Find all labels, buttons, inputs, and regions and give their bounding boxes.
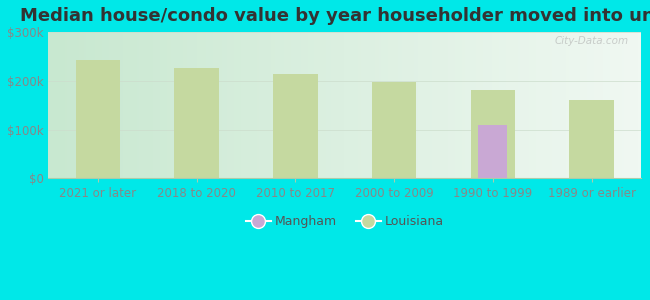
Bar xyxy=(471,90,515,178)
Bar xyxy=(372,82,417,178)
Legend: Mangham, Louisiana: Mangham, Louisiana xyxy=(241,211,448,233)
Text: City-Data.com: City-Data.com xyxy=(555,36,629,46)
Bar xyxy=(273,74,318,178)
Bar xyxy=(75,60,120,178)
Bar xyxy=(569,100,614,178)
Title: Median house/condo value by year householder moved into unit: Median house/condo value by year househo… xyxy=(20,7,650,25)
Bar xyxy=(478,125,508,178)
Bar xyxy=(174,68,219,178)
